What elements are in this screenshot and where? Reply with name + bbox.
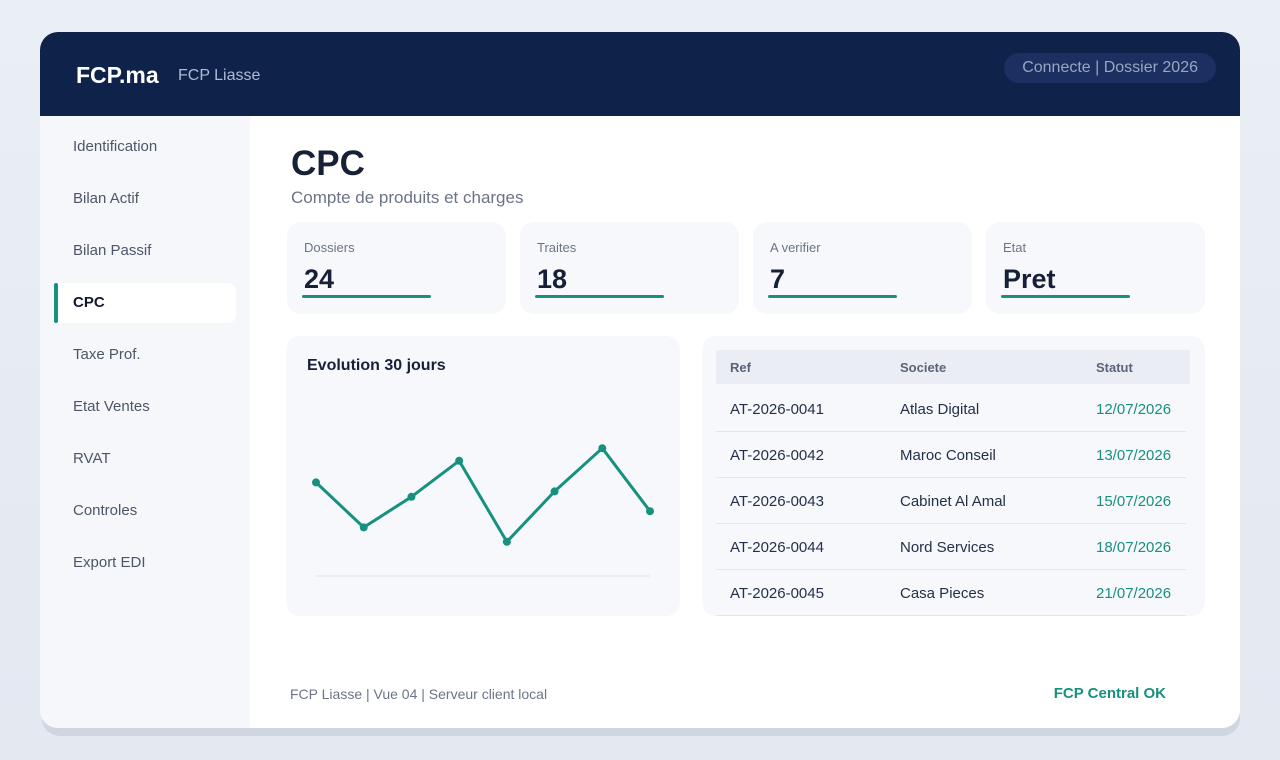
sidebar-item-export-edi[interactable]: Export EDI: [73, 554, 146, 571]
central-status-indicator: FCP Central OK: [1053, 685, 1166, 702]
table-row[interactable]: AT-2026-0044 Nord Services 18/07/2026: [716, 524, 1186, 570]
data-point[interactable]: [502, 537, 511, 546]
kpi-label: A verifier: [770, 240, 821, 255]
cell-ref: AT-2026-0045: [730, 585, 824, 602]
kpi-underline: [1001, 295, 1130, 298]
main-content: CPC Compte de produits et charges Dossie…: [250, 116, 1240, 728]
page-title: CPC: [291, 144, 365, 183]
kpi-label: Dossiers: [304, 240, 355, 255]
sidebar: Identification Bilan Actif Bilan Passif …: [40, 116, 250, 728]
cell-ref: AT-2026-0041: [730, 401, 824, 418]
kpi-label: Etat: [1003, 240, 1027, 255]
evolution-chart-card: Evolution 30 jours: [286, 336, 680, 616]
footer-info: FCP Liasse | Vue 04 | Serveur client loc…: [290, 686, 548, 702]
connection-status-badge: Connecte | Dossier 2026: [1004, 53, 1216, 83]
kpi-card-traites: Traites 18: [520, 222, 739, 314]
table-row[interactable]: AT-2026-0045 Casa Pieces 21/07/2026: [716, 570, 1186, 616]
cell-societe: Atlas Digital: [900, 401, 980, 418]
kpi-underline: [302, 295, 431, 298]
kpi-label: Traites: [537, 240, 577, 255]
app-window: FCP.ma FCP Liasse Connecte | Dossier 202…: [40, 32, 1240, 728]
data-point[interactable]: [312, 478, 320, 487]
table-row[interactable]: AT-2026-0043 Cabinet Al Amal 15/07/2026: [716, 478, 1186, 524]
cell-ref: AT-2026-0042: [730, 447, 824, 464]
data-point[interactable]: [455, 456, 464, 465]
kpi-value: Pret: [1003, 264, 1056, 294]
cell-ref: AT-2026-0044: [730, 539, 824, 556]
data-point[interactable]: [359, 523, 368, 532]
kpi-value: 7: [770, 264, 786, 294]
sidebar-item-etat-ventes[interactable]: Etat Ventes: [73, 398, 150, 415]
dossiers-table-card: Ref Societe Statut AT-2026-0041 Atlas Di…: [702, 336, 1205, 616]
kpi-value: 24: [304, 264, 335, 294]
cell-statut: 21/07/2026: [1096, 585, 1172, 602]
table-row[interactable]: AT-2026-0041 Atlas Digital 12/07/2026: [716, 386, 1186, 432]
cell-societe: Casa Pieces: [900, 585, 985, 602]
sidebar-item-taxe-prof[interactable]: Taxe Prof.: [73, 346, 141, 363]
evolution-line-chart: [312, 444, 654, 577]
cell-statut: 13/07/2026: [1096, 447, 1172, 464]
cell-statut: 15/07/2026: [1096, 493, 1172, 510]
kpi-card-etat: Etat Pret: [986, 222, 1205, 314]
column-header-statut[interactable]: Statut: [1096, 360, 1133, 375]
cell-ref: AT-2026-0043: [730, 493, 824, 510]
cell-societe: Maroc Conseil: [900, 447, 996, 464]
kpi-card-a-verifier: A verifier 7: [753, 222, 972, 314]
cell-statut: 12/07/2026: [1096, 401, 1172, 418]
series-line: [314, 446, 652, 544]
chart-title: Evolution 30 jours: [307, 357, 446, 374]
sidebar-item-controles[interactable]: Controles: [73, 502, 138, 519]
top-bar: FCP.ma FCP Liasse Connecte | Dossier 202…: [40, 32, 1240, 116]
cell-societe: Cabinet Al Amal: [900, 493, 1006, 510]
sidebar-item-identification[interactable]: Identification: [73, 138, 158, 155]
sidebar-item-bilan-passif[interactable]: Bilan Passif: [73, 242, 152, 259]
sidebar-item-rvat[interactable]: RVAT: [73, 450, 111, 467]
page-subtitle: Compte de produits et charges: [291, 188, 524, 207]
kpi-underline: [768, 295, 897, 298]
cell-statut: 18/07/2026: [1096, 539, 1172, 556]
cell-societe: Nord Services: [900, 539, 995, 556]
data-point[interactable]: [407, 492, 416, 501]
kpi-underline: [535, 295, 664, 298]
column-header-ref[interactable]: Ref: [730, 360, 751, 375]
sidebar-item-bilan-actif[interactable]: Bilan Actif: [73, 190, 139, 207]
kpi-value: 18: [537, 264, 568, 294]
app-name: FCP Liasse: [178, 67, 261, 84]
sidebar-item-cpc[interactable]: CPC: [54, 283, 236, 323]
table-header: Ref Societe Statut: [716, 350, 1190, 384]
data-point[interactable]: [598, 444, 607, 453]
data-point[interactable]: [550, 487, 559, 496]
brand-logo[interactable]: FCP.ma: [76, 62, 159, 88]
table-row[interactable]: AT-2026-0042 Maroc Conseil 13/07/2026: [716, 432, 1186, 478]
column-header-societe[interactable]: Societe: [900, 360, 947, 375]
data-point[interactable]: [646, 507, 654, 516]
kpi-card-dossiers: Dossiers 24: [287, 222, 506, 314]
